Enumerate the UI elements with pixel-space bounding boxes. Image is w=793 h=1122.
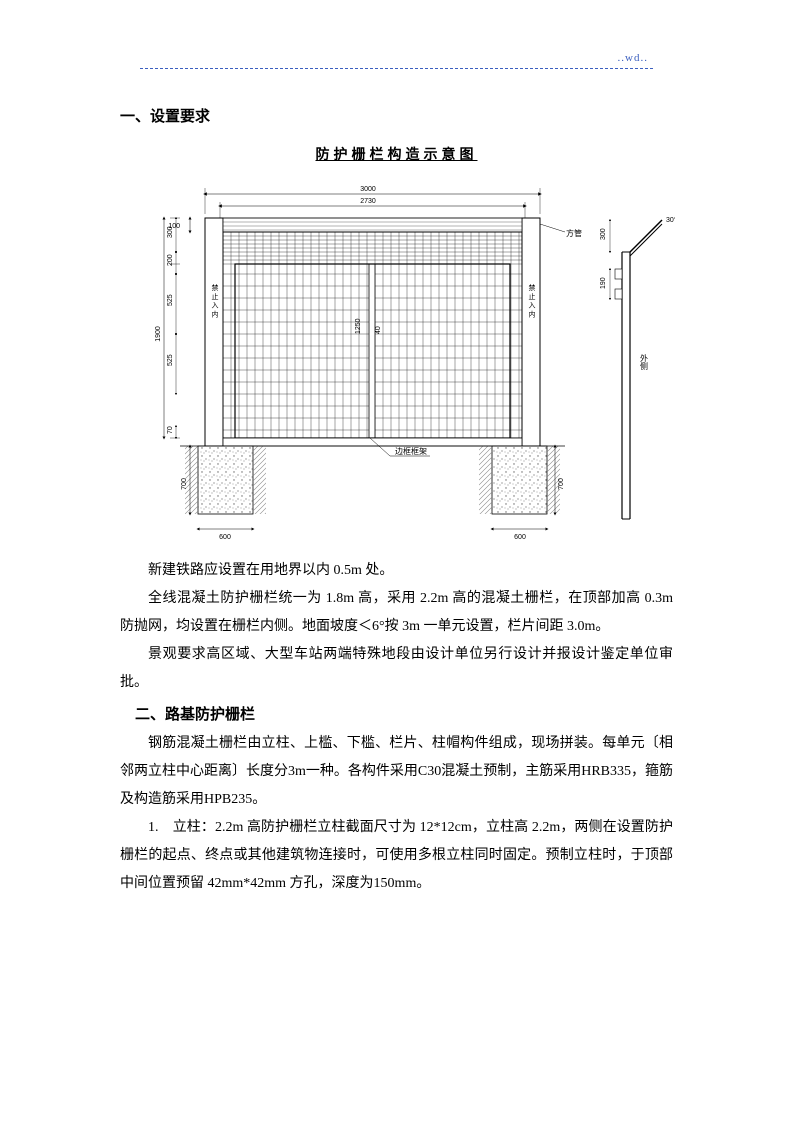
dim-fdr: 700: [558, 478, 565, 490]
para-1: 新建铁路应设置在用地界以内 0.5m 处。: [120, 557, 673, 585]
header-mark: ..wd..: [618, 52, 648, 64]
fence-diagram: 3000 2730 100: [120, 174, 675, 539]
dim-fwr: 600: [514, 534, 526, 539]
section-2-heading: 二、路基防护栅栏: [135, 703, 673, 724]
dim-fdl: 700: [181, 478, 188, 490]
dim-525a: 525: [167, 294, 174, 306]
left-dims: 1900 300 200 525 525 70: [155, 218, 180, 438]
header-rule: [140, 68, 653, 69]
dim-2730: 2730: [360, 198, 376, 205]
dim-mid: 1250: [355, 318, 362, 334]
dim-3000: 3000: [360, 186, 376, 193]
front-view: 3000 2730 100: [155, 186, 582, 539]
cap-label: 方管: [566, 228, 582, 238]
dim-gap: 40: [375, 326, 382, 334]
para-2: 全线混凝土防护栅栏统一为 1.8m 高，采用 2.2m 高的混凝土栅栏，在顶部加…: [120, 585, 673, 641]
section-1-heading: 一、设置要求: [120, 105, 673, 126]
side-view: 30° 300 190 外侧: [600, 216, 675, 519]
dim-angle: 30°: [666, 216, 675, 224]
anti-throw-net: [223, 218, 522, 232]
dim-200: 200: [167, 254, 174, 266]
dim-s300: 300: [600, 228, 607, 240]
dim-fwl: 600: [219, 534, 231, 539]
dim-70: 70: [167, 426, 174, 434]
dim-300: 300: [167, 226, 174, 238]
dim-525c: 525: [167, 354, 174, 366]
dim-1900: 1900: [155, 326, 162, 342]
para-4: 钢筋混凝土栅栏由立柱、上槛、下槛、栏片、柱帽构件组成，现场拼装。每单元〔相邻两立…: [120, 730, 673, 814]
page-content: 一、设置要求 防护栅栏构造示意图: [90, 105, 703, 898]
diagram-title: 防护栅栏构造示意图: [120, 144, 673, 164]
warn-right: 禁 止 入 内: [528, 284, 536, 318]
warn-left: 禁 止 入 内: [211, 284, 219, 318]
para-3: 景观要求高区域、大型车站两端特殊地段由设计单位另行设计并报设计鉴定单位审批。: [120, 641, 673, 697]
para-5: 1. 立柱：2.2m 高防护栅栏立柱截面尺寸为 12*12cm，立柱高 2.2m…: [120, 814, 673, 898]
outside-label: 外侧: [640, 353, 649, 371]
panel-label: 边框框架: [395, 446, 427, 456]
dim-s190: 190: [600, 277, 607, 289]
